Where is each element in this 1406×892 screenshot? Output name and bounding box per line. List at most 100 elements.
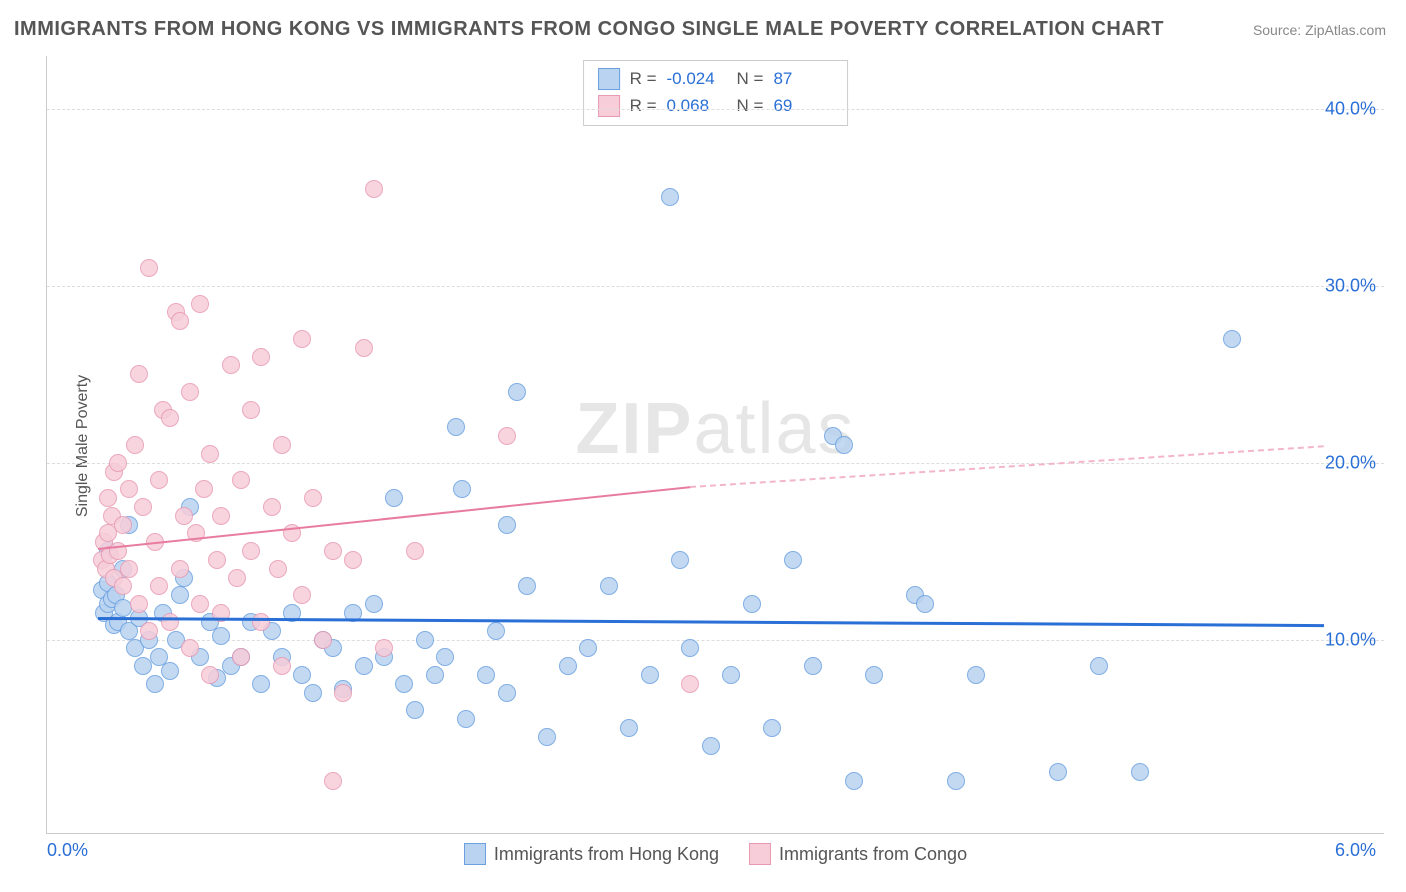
data-point (355, 339, 373, 357)
data-point (181, 639, 199, 657)
chart-title: IMMIGRANTS FROM HONG KONG VS IMMIGRANTS … (14, 18, 1164, 41)
legend-item: Immigrants from Congo (749, 843, 967, 865)
data-point (518, 577, 536, 595)
legend-swatch (598, 68, 620, 90)
data-point (171, 586, 189, 604)
data-point (114, 577, 132, 595)
data-point (293, 330, 311, 348)
watermark-zip: ZIP (575, 389, 693, 469)
trend-line (98, 617, 1324, 627)
legend-swatch (464, 843, 486, 865)
data-point (477, 666, 495, 684)
y-tick-label: 10.0% (1325, 629, 1376, 650)
data-point (784, 551, 802, 569)
data-point (232, 471, 250, 489)
data-point (763, 719, 781, 737)
data-point (140, 259, 158, 277)
data-point (344, 551, 362, 569)
data-point (1090, 657, 1108, 675)
data-point (269, 560, 287, 578)
data-point (426, 666, 444, 684)
plot-area: ZIPatlas R =-0.024N =87R =0.068N =69 Imm… (46, 56, 1384, 834)
data-point (304, 684, 322, 702)
data-point (130, 365, 148, 383)
data-point (365, 595, 383, 613)
data-point (447, 418, 465, 436)
x-tick-label: 6.0% (1335, 840, 1376, 861)
data-point (453, 480, 471, 498)
legend-r-value: 0.068 (667, 92, 727, 119)
data-point (1223, 330, 1241, 348)
data-point (722, 666, 740, 684)
data-point (620, 719, 638, 737)
data-point (201, 666, 219, 684)
source-label: Source: ZipAtlas.com (1253, 22, 1386, 38)
data-point (600, 577, 618, 595)
data-point (134, 657, 152, 675)
watermark: ZIPatlas (575, 388, 855, 470)
data-point (804, 657, 822, 675)
legend-n-label: N = (737, 65, 764, 92)
data-point (916, 595, 934, 613)
data-point (181, 383, 199, 401)
legend-label: Immigrants from Hong Kong (494, 844, 719, 865)
data-point (293, 666, 311, 684)
data-point (681, 675, 699, 693)
data-point (743, 595, 761, 613)
legend-row: R =-0.024N =87 (598, 65, 834, 92)
legend-row: R =0.068N =69 (598, 92, 834, 119)
data-point (273, 436, 291, 454)
data-point (947, 772, 965, 790)
data-point (365, 180, 383, 198)
legend-r-label: R = (630, 92, 657, 119)
grid-line (47, 463, 1384, 464)
data-point (385, 489, 403, 507)
data-point (406, 701, 424, 719)
data-point (120, 480, 138, 498)
data-point (436, 648, 454, 666)
chart-container: IMMIGRANTS FROM HONG KONG VS IMMIGRANTS … (0, 0, 1406, 892)
y-tick-label: 30.0% (1325, 275, 1376, 296)
data-point (120, 560, 138, 578)
data-point (242, 542, 260, 560)
data-point (406, 542, 424, 560)
data-point (845, 772, 863, 790)
data-point (130, 595, 148, 613)
data-point (114, 516, 132, 534)
data-point (150, 471, 168, 489)
data-point (263, 498, 281, 516)
data-point (212, 627, 230, 645)
data-point (865, 666, 883, 684)
data-point (99, 489, 117, 507)
data-point (314, 631, 332, 649)
data-point (195, 480, 213, 498)
data-point (835, 436, 853, 454)
data-point (146, 675, 164, 693)
data-point (661, 188, 679, 206)
data-point (171, 312, 189, 330)
data-point (579, 639, 597, 657)
data-point (114, 599, 132, 617)
grid-line (47, 109, 1384, 110)
data-point (559, 657, 577, 675)
legend-r-value: -0.024 (667, 65, 727, 92)
grid-line (47, 640, 1384, 641)
data-point (191, 295, 209, 313)
data-point (498, 684, 516, 702)
data-point (395, 675, 413, 693)
data-point (161, 613, 179, 631)
trend-line (690, 445, 1323, 488)
data-point (457, 710, 475, 728)
data-point (109, 454, 127, 472)
data-point (252, 613, 270, 631)
data-point (134, 498, 152, 516)
x-tick-label: 0.0% (47, 840, 88, 861)
legend-item: Immigrants from Hong Kong (464, 843, 719, 865)
data-point (175, 507, 193, 525)
data-point (681, 639, 699, 657)
legend-r-label: R = (630, 65, 657, 92)
data-point (1131, 763, 1149, 781)
data-point (508, 383, 526, 401)
y-tick-label: 40.0% (1325, 99, 1376, 120)
data-point (201, 445, 219, 463)
